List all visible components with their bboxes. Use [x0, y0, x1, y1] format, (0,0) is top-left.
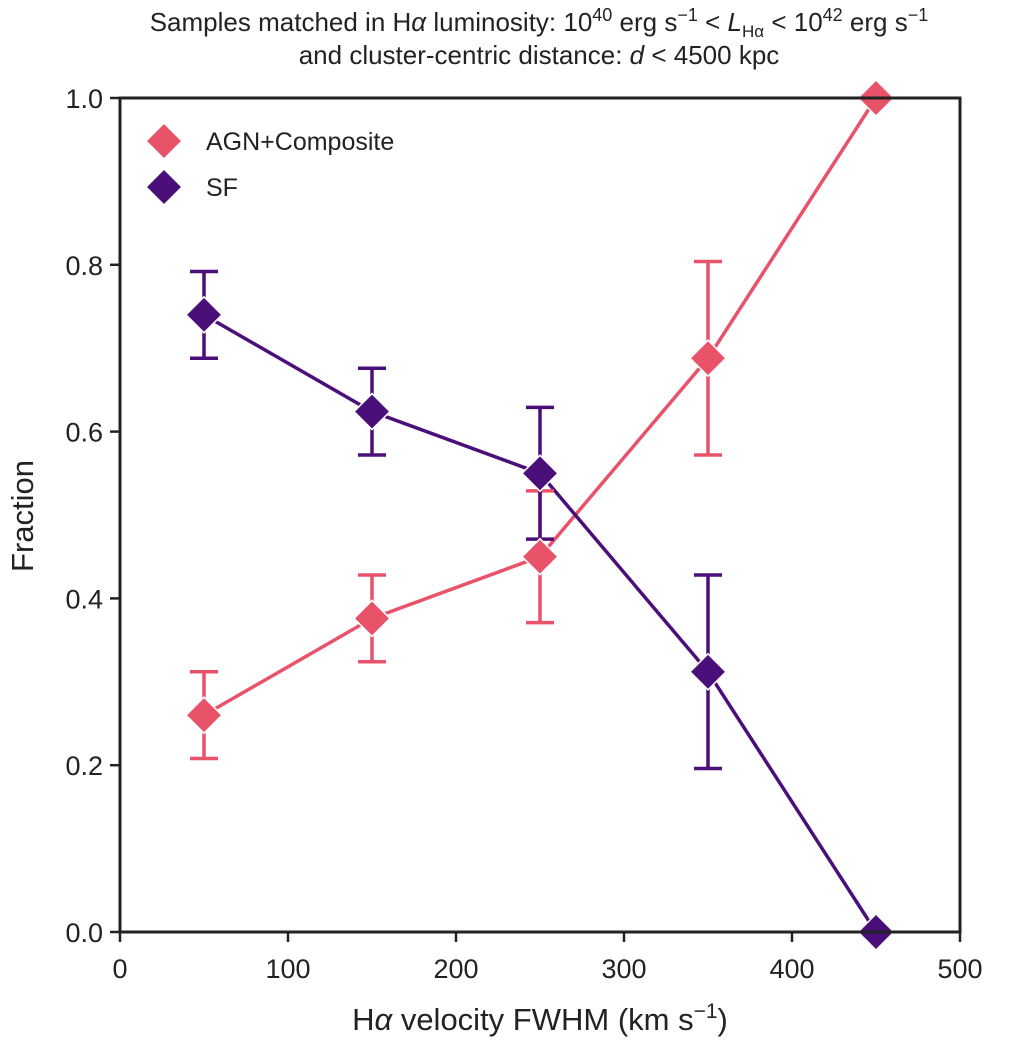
y-tick-label: 0.4: [65, 584, 103, 614]
data-point-agn-composite: [352, 599, 392, 638]
data-point-sf: [520, 454, 560, 493]
chart-title-line-2: and cluster-centric distance: d < 4500 k…: [299, 40, 780, 70]
data-point-agn-composite: [184, 696, 224, 735]
data-point-sf: [688, 652, 728, 691]
x-tick-label: 200: [433, 954, 478, 984]
legend-marker: [144, 167, 184, 207]
x-tick-label: 300: [601, 954, 646, 984]
legend-marker: [144, 121, 184, 161]
y-tick-label: 1.0: [65, 84, 103, 114]
data-point-sf: [352, 392, 392, 431]
axis-ticks: 0 100 200 300 400 500 0.0 0.2 0.4 0.6 0.8 1.0: [65, 84, 982, 984]
x-tick-label: 100: [265, 954, 310, 984]
y-tick-label: 0.8: [65, 251, 103, 281]
x-tick-label: 500: [937, 954, 982, 984]
series-layer: [184, 78, 896, 952]
data-point-agn-composite: [688, 339, 728, 378]
y-tick-label: 0.2: [65, 751, 103, 781]
x-tick-label: 0: [112, 954, 127, 984]
series-markers: [184, 78, 896, 952]
chart-title-line-1: Samples matched in Hα luminosity: 1040 e…: [150, 5, 929, 41]
y-axis-label: Fraction: [5, 460, 40, 572]
data-point-agn-composite: [520, 537, 560, 576]
legend: AGN+Composite SF: [144, 121, 394, 207]
x-axis-label: Hα velocity FWHM (km s−1): [352, 1000, 728, 1037]
legend-label: AGN+Composite: [206, 128, 394, 156]
y-tick-label: 0.6: [65, 418, 103, 448]
plot-frame: [118, 96, 962, 934]
error-bars: [190, 259, 722, 771]
y-tick-label: 0.0: [65, 918, 103, 948]
x-tick-label: 400: [769, 954, 814, 984]
legend-label: SF: [206, 174, 238, 202]
data-point-sf: [184, 295, 224, 334]
